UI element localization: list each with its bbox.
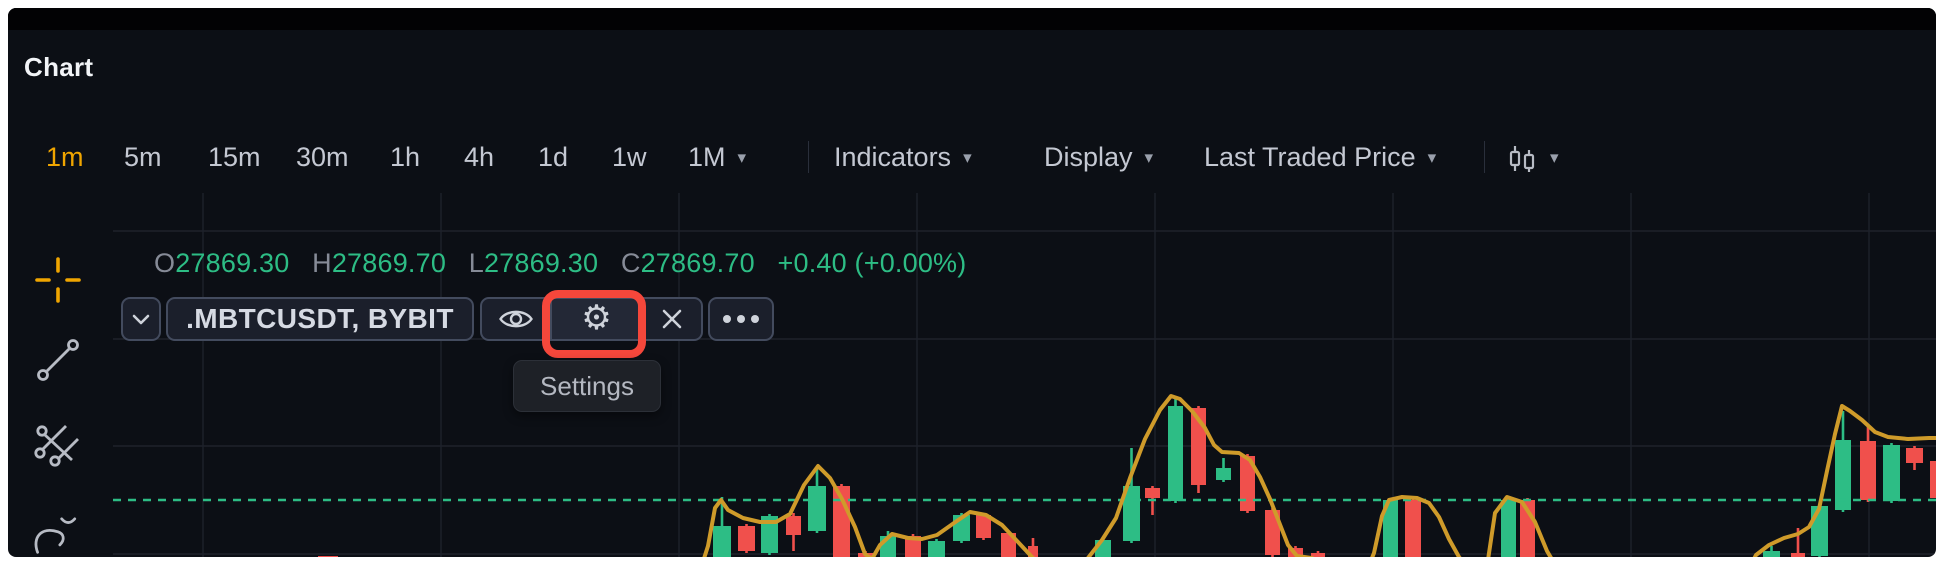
low-value: 27869.30 bbox=[483, 248, 599, 278]
page-title: Chart bbox=[24, 52, 94, 82]
ellipsis-icon bbox=[723, 315, 759, 323]
timeframe-4h[interactable]: 4h bbox=[464, 142, 495, 172]
chart-type-menu[interactable]: ▾ bbox=[1506, 136, 1559, 178]
menu-divider bbox=[1484, 141, 1485, 173]
price-change: +0.40 (+0.00%) bbox=[777, 248, 967, 278]
indicators-label: Indicators bbox=[834, 142, 952, 172]
price-source-menu[interactable]: Last Traded Price ▾ bbox=[1204, 136, 1436, 178]
timeframe-1h[interactable]: 1h bbox=[390, 142, 421, 172]
series-actions-group: ⚙ bbox=[480, 297, 703, 341]
open-label: O bbox=[154, 248, 176, 278]
close-icon bbox=[662, 309, 682, 329]
chevron-down-icon: ▾ bbox=[1550, 148, 1559, 167]
close-label: C bbox=[620, 248, 641, 278]
eye-icon bbox=[499, 310, 533, 328]
ohlc-legend: O27869.30 H27869.70 L27869.30 C27869.70 … bbox=[154, 248, 966, 282]
settings-tooltip: Settings bbox=[513, 360, 661, 412]
brush-tool-button[interactable] bbox=[32, 504, 84, 556]
pitchfork-tool-button[interactable] bbox=[32, 416, 84, 468]
settings-button[interactable]: ⚙ bbox=[551, 299, 644, 339]
curve-brush-icon bbox=[34, 517, 77, 554]
trend-line-tool-button[interactable] bbox=[32, 334, 84, 386]
timeframe-1M-label: 1M bbox=[688, 142, 726, 172]
timeframe-1d[interactable]: 1d bbox=[538, 142, 569, 172]
chevron-down-icon: ▾ bbox=[963, 148, 972, 167]
collapse-legend-button[interactable] bbox=[121, 297, 161, 341]
display-menu[interactable]: Display ▾ bbox=[1044, 136, 1153, 178]
chevron-down-icon: ▾ bbox=[1144, 148, 1154, 167]
crosshair-icon bbox=[35, 257, 81, 303]
more-options-button[interactable] bbox=[708, 297, 774, 341]
high-label: H bbox=[312, 248, 332, 278]
display-label: Display bbox=[1044, 142, 1133, 172]
window-top-bar bbox=[8, 8, 1936, 30]
trend-line-icon bbox=[37, 339, 79, 381]
chart-panel: Chart 1m 5m 15m 30m 1h 4h 1d 1w 1M ▾ Indi… bbox=[8, 8, 1936, 557]
drawing-tools-sidebar bbox=[8, 188, 113, 557]
timeframe-1w[interactable]: 1w bbox=[612, 142, 647, 172]
remove-series-button[interactable] bbox=[644, 299, 701, 339]
timeframe-more-dropdown[interactable]: 1M ▾ bbox=[688, 136, 746, 178]
price-chart[interactable] bbox=[113, 193, 1936, 557]
chevron-down-icon bbox=[132, 314, 150, 324]
timeframe-5m[interactable]: 5m bbox=[124, 142, 162, 172]
close-value: 27869.70 bbox=[640, 248, 755, 278]
timeframe-1m[interactable]: 1m bbox=[46, 142, 84, 172]
toggle-visibility-button[interactable] bbox=[483, 299, 552, 339]
high-value: 27869.70 bbox=[331, 248, 447, 278]
low-label: L bbox=[468, 248, 484, 278]
chart-toolbar: 1m 5m 15m 30m 1h 4h 1d 1w 1M ▾ Indicators… bbox=[8, 136, 1936, 178]
price-source-label: Last Traded Price bbox=[1204, 142, 1416, 172]
timeframe-30m[interactable]: 30m bbox=[296, 142, 349, 172]
chevron-down-icon: ▾ bbox=[1427, 148, 1437, 167]
indicators-menu[interactable]: Indicators ▾ bbox=[834, 136, 972, 178]
symbol-button[interactable]: .MBTCUSDT, BYBIT bbox=[166, 297, 474, 341]
gear-icon: ⚙ bbox=[581, 299, 612, 337]
pitchfork-icon bbox=[34, 425, 79, 467]
candles-icon bbox=[1509, 145, 1535, 172]
chevron-down-icon: ▾ bbox=[737, 148, 747, 167]
menu-divider bbox=[808, 141, 809, 173]
open-value: 27869.30 bbox=[175, 248, 290, 278]
timeframe-15m[interactable]: 15m bbox=[208, 142, 261, 172]
crosshair-tool-button[interactable] bbox=[32, 254, 84, 306]
